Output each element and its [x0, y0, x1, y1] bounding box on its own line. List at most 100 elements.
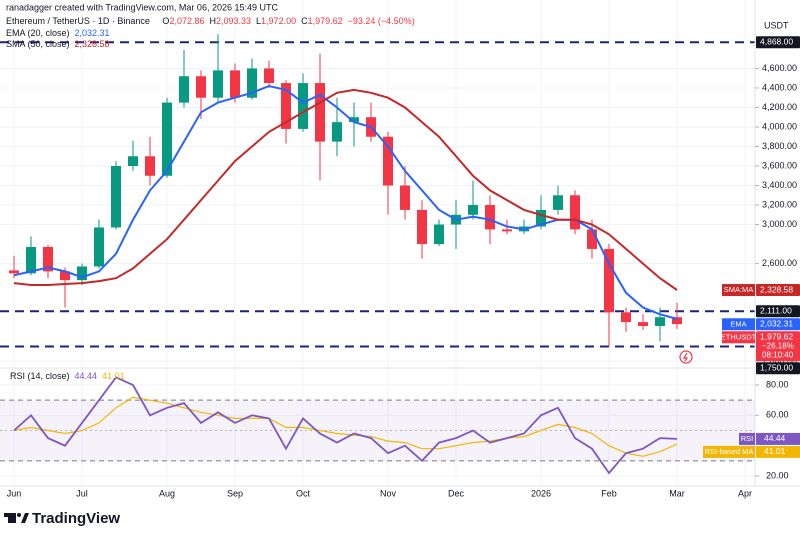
price-badge-label: 2,111.00 [760, 306, 792, 316]
name-badge-label: EMA [730, 319, 746, 328]
legend-rsi: RSI (14, close) 44.44 41.01 [10, 371, 125, 381]
candle-body [111, 166, 121, 228]
symbol: Ethereum / TetherUS · 1D · Binance [6, 16, 150, 26]
price-badge-label: 1,750.00 [760, 363, 793, 373]
plot-area [0, 34, 755, 475]
candle-body [94, 227, 104, 267]
candle-body [213, 70, 223, 98]
y-tick-label: 4,600.00 [762, 63, 797, 73]
legend-value: 41.01 [102, 371, 125, 381]
rsi-name-label: RSI-based MA [705, 447, 754, 456]
legend-ema: EMA (20, close) 2,032.31 [6, 28, 110, 38]
rsi-name-label: RSI [741, 434, 754, 443]
price-badge-sub: 08:10:40 [762, 350, 794, 359]
rsi-name-badge [739, 432, 755, 445]
y-tick-label: 4,400.00 [762, 82, 797, 92]
candle-body [417, 209, 427, 245]
logo-mark [4, 513, 14, 517]
price-badge-label: 4,868.00 [760, 37, 793, 47]
candle-body [43, 246, 53, 272]
ma-line [13, 88, 678, 291]
x-tick-label: Oct [296, 488, 311, 498]
x-tick-label: Jun [7, 488, 22, 498]
icon [679, 350, 693, 364]
price-badge [756, 362, 800, 375]
x-tick-label: Feb [601, 488, 617, 498]
rsi-line [13, 376, 678, 475]
ohlc-value: 1,979.62 [308, 16, 343, 26]
legend-value: 2,032.31 [75, 28, 110, 38]
price-badge [756, 318, 800, 331]
name-badge-label: ETHUSDT [721, 332, 757, 341]
candle-body [247, 68, 257, 98]
x-tick-label: Dec [448, 488, 465, 498]
ohlc-value: 1,972.00 [261, 16, 296, 26]
legend-value: 44.44 [75, 371, 98, 381]
price-badge [756, 284, 800, 297]
candle-body [349, 117, 359, 123]
price-badge-label: 2,032.31 [760, 319, 793, 329]
ohlc-value: 2,093.33 [216, 16, 251, 26]
rsi-name-badge [703, 445, 755, 458]
x-tick-label: Apr [738, 488, 752, 498]
symbol-line: Ethereum / TetherUS · 1D · Binance O2,07… [6, 16, 415, 26]
candle-body [434, 224, 444, 245]
legend-name: RSI (14, close) [10, 371, 70, 381]
price-badge [756, 331, 800, 362]
y-tick-label: 60.00 [766, 410, 789, 420]
ohlc-key: O [162, 16, 169, 26]
candle-body [281, 83, 291, 129]
x-tick-label: Jul [76, 488, 88, 498]
candle-body [162, 102, 172, 176]
y-tick-label: 80.00 [766, 379, 789, 389]
name-badge [722, 284, 755, 297]
price-badge [756, 36, 800, 49]
y-tick-label: 3,600.00 [762, 160, 797, 170]
y-tick-label: 4,000.00 [762, 121, 797, 131]
legend-name: SMA (50, close) [6, 39, 70, 49]
candle-body [77, 266, 87, 281]
name-badge-label: SMA:MA [724, 285, 754, 294]
x-tick-label: Mar [669, 488, 685, 498]
y-tick-label: 3,800.00 [762, 141, 797, 151]
candle-body [9, 270, 19, 274]
x-tick-label: Nov [380, 488, 397, 498]
candle-body [655, 317, 665, 326]
rsi-badge [756, 432, 800, 445]
candle-body [672, 317, 682, 325]
candle-body [230, 70, 240, 98]
logo: TradingView [4, 510, 120, 527]
y-tick-label: 3,000.00 [762, 219, 797, 229]
candle-body [536, 209, 546, 227]
ohlc-key: H [209, 16, 216, 26]
legend-name: EMA (20, close) [6, 28, 70, 38]
credit: ranadagger created with TradingView.com,… [6, 2, 278, 12]
candle-body [621, 312, 631, 323]
name-badge [722, 331, 755, 344]
candle-body [570, 195, 580, 230]
candle-body [468, 205, 478, 215]
logo-mark [17, 513, 21, 517]
price-badge-sub: −26.18% [762, 341, 794, 350]
y-tick-label: 3,200.00 [762, 199, 797, 209]
legend-sma: SMA (50, close) 2,328.58 [6, 39, 110, 49]
rsi-badge-value: 41.01 [764, 446, 786, 456]
y-tick-label: 20.00 [766, 470, 789, 480]
ohlc-key: C [301, 16, 308, 26]
logo-mark [8, 513, 16, 523]
price-badge-label: 1,979.62 [760, 332, 793, 342]
alert-icon [679, 350, 693, 364]
rsi-line [13, 396, 678, 457]
price-badge [756, 305, 800, 318]
logo-mark [21, 513, 29, 523]
candle-body [315, 83, 325, 142]
candle-body [128, 156, 138, 166]
x-tick-label: 2026 [531, 488, 551, 498]
y-tick-label: 2,600.00 [762, 258, 797, 268]
candle-body [298, 83, 308, 129]
candle-body [60, 271, 70, 281]
grid [0, 0, 755, 486]
candle-body [145, 156, 155, 176]
rsi-badge-value: 44.44 [764, 433, 786, 443]
